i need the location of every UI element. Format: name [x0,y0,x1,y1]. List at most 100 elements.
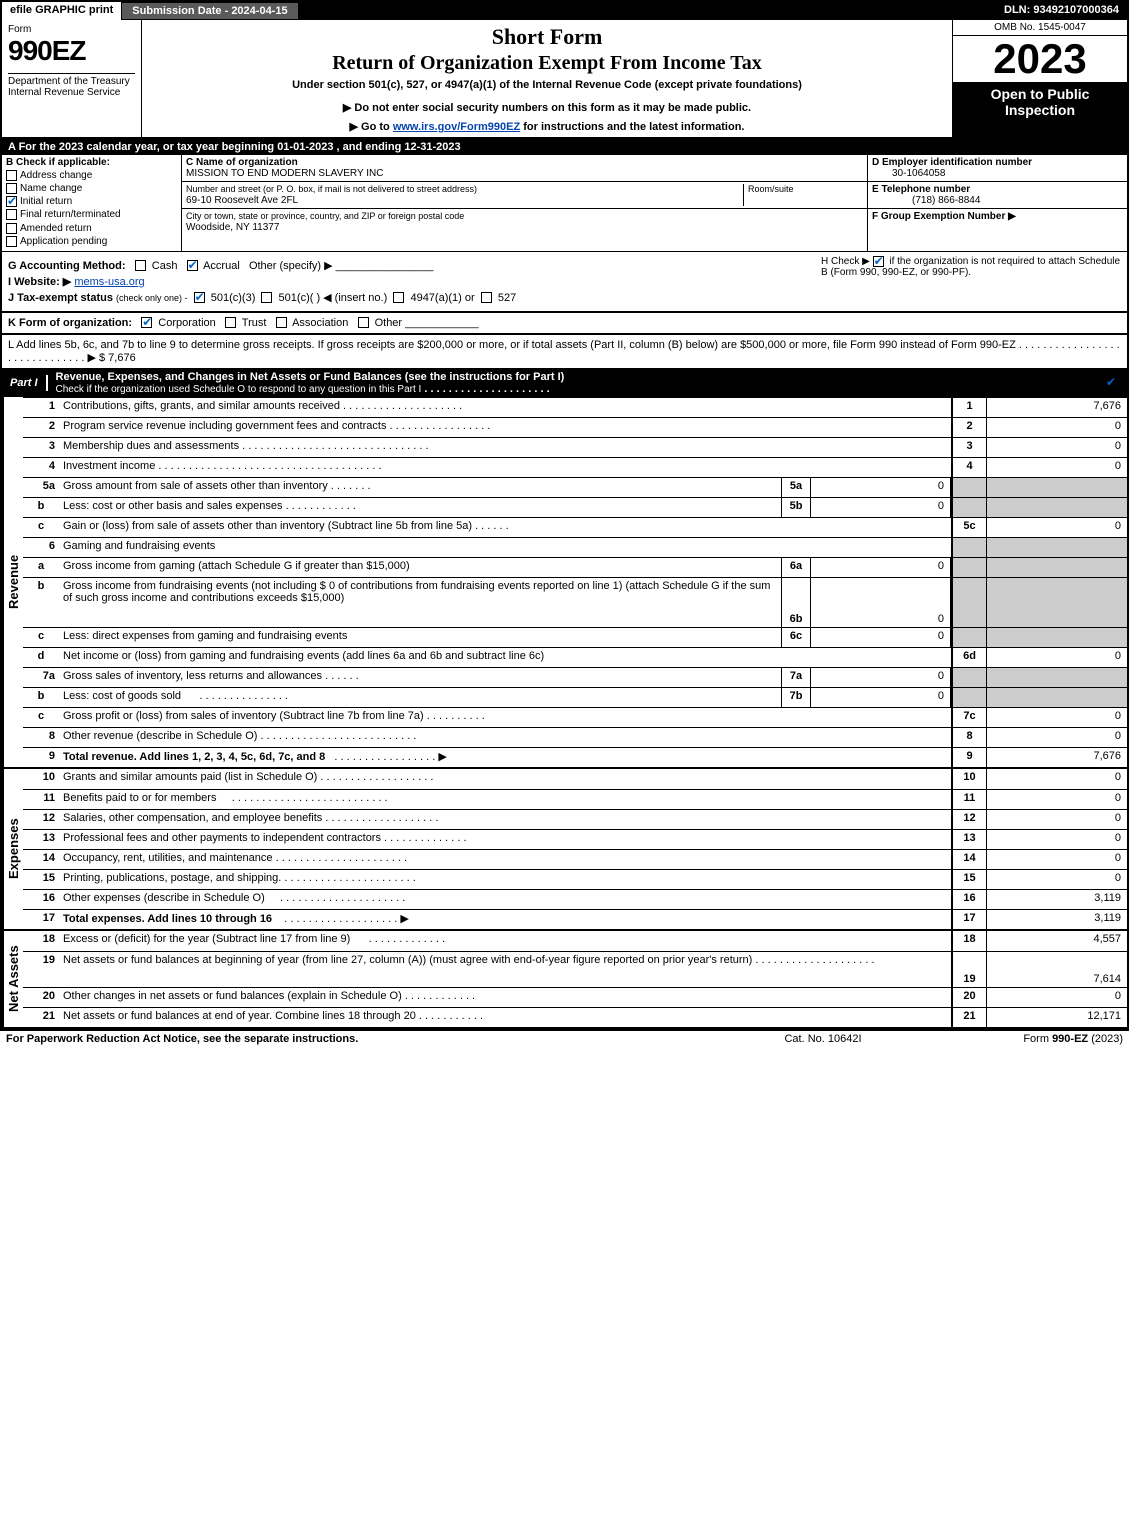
column-b: B Check if applicable: Address change Na… [2,155,182,251]
row-2: 2Program service revenue including gover… [23,417,1127,437]
goto-line: ▶ Go to www.irs.gov/Form990EZ for instru… [150,120,944,133]
row-7c: cGross profit or (loss) from sales of in… [23,707,1127,727]
page-footer: For Paperwork Reduction Act Notice, see … [0,1029,1129,1047]
cb-accrual[interactable] [187,260,198,271]
k-label: K Form of organization: [8,317,132,329]
box-e: E Telephone number (718) 866-8844 [868,182,1127,209]
inspection-badge: Open to Public Inspection [953,82,1127,137]
cb-amended-return[interactable]: Amended return [6,223,177,234]
row-6b: bGross income from fundraising events (n… [23,577,1127,627]
part-i-checkbox[interactable] [1097,377,1127,389]
line-j: J Tax-exempt status (check only one) - 5… [8,291,791,304]
cb-name-change[interactable]: Name change [6,183,177,194]
section-ghijkl: G Accounting Method: Cash Accrual Other … [2,252,1127,312]
part-i-label: Part I [2,375,48,391]
ssn-warning: ▶ Do not enter social security numbers o… [150,101,944,114]
header-mid: Short Form Return of Organization Exempt… [142,20,952,137]
cb-final-return[interactable]: Final return/terminated [6,209,177,220]
city-label: City or town, state or province, country… [186,211,464,221]
omb-number: OMB No. 1545-0047 [953,20,1127,36]
footer-left: For Paperwork Reduction Act Notice, see … [6,1033,723,1045]
c-name-label: C Name of organization [186,157,298,168]
irs-link[interactable]: www.irs.gov/Form990EZ [393,121,520,133]
row-3: 3Membership dues and assessments . . . .… [23,437,1127,457]
line-l: L Add lines 5b, 6c, and 7b to line 9 to … [2,334,1127,369]
cb-other-org[interactable] [358,317,369,328]
row-7a: 7aGross sales of inventory, less returns… [23,667,1127,687]
cb-501c[interactable] [261,292,272,303]
goto-prefix: ▶ Go to [350,121,393,133]
row-7b: bLess: cost of goods sold . . . . . . . … [23,687,1127,707]
submission-date: Submission Date - 2024-04-15 [121,2,298,20]
title-main: Return of Organization Exempt From Incom… [150,52,944,75]
line-k: K Form of organization: Corporation Trus… [2,312,1127,334]
efile-label[interactable]: efile GRAPHIC print [2,2,121,20]
form-header: Form 990EZ Department of the Treasury In… [2,20,1127,139]
g-label: G Accounting Method: [8,260,126,272]
line-i: I Website: ▶ mems-usa.org [8,275,791,288]
row-18: 18Excess or (deficit) for the year (Subt… [23,931,1127,951]
row-6c: cLess: direct expenses from gaming and f… [23,627,1127,647]
phone-value: (718) 866-8844 [872,195,980,206]
revenue-section: Revenue 1Contributions, gifts, grants, a… [2,397,1127,767]
form-number: 990EZ [8,35,135,67]
row-14: 14Occupancy, rent, utilities, and mainte… [23,849,1127,869]
cb-527[interactable] [481,292,492,303]
vtab-expenses: Expenses [2,769,23,929]
row-4: 4Investment income . . . . . . . . . . .… [23,457,1127,477]
org-address: 69-10 Roosevelt Ave 2FL [186,195,298,206]
row-6a: aGross income from gaming (attach Schedu… [23,557,1127,577]
room-label: Room/suite [748,184,794,194]
group-exemption-label: F Group Exemption Number ▶ [872,211,1016,222]
box-h: H Check ▶ if the organization is not req… [821,256,1121,307]
c-city-cell: City or town, state or province, country… [182,209,867,235]
line-g: G Accounting Method: Cash Accrual Other … [8,259,791,272]
title-short-form: Short Form [150,24,944,50]
row-21: 21Net assets or fund balances at end of … [23,1007,1127,1027]
row-20: 20Other changes in net assets or fund ba… [23,987,1127,1007]
footer-right: Form 990-EZ (2023) [923,1033,1123,1045]
cb-assoc[interactable] [276,317,287,328]
row-a: A For the 2023 calendar year, or tax yea… [2,139,1127,155]
phone-label: E Telephone number [872,184,970,195]
expenses-section: Expenses 10Grants and similar amounts pa… [2,767,1127,929]
part-i-bar: Part I Revenue, Expenses, and Changes in… [2,369,1127,397]
j-label: J Tax-exempt status [8,292,113,304]
addr-label: Number and street (or P. O. box, if mail… [186,184,477,194]
part-i-title: Revenue, Expenses, and Changes in Net As… [48,369,1097,397]
row-17: 17Total expenses. Add lines 10 through 1… [23,909,1127,929]
org-name: MISSION TO END MODERN SLAVERY INC [186,168,383,179]
row-1: 1Contributions, gifts, grants, and simil… [23,397,1127,417]
row-11: 11Benefits paid to or for members . . . … [23,789,1127,809]
cb-4947[interactable] [393,292,404,303]
vtab-revenue: Revenue [2,397,23,767]
cb-application-pending[interactable]: Application pending [6,236,177,247]
cb-initial-return[interactable]: Initial return [6,196,177,207]
form-word: Form [8,24,135,35]
column-def: D Employer identification number 30-1064… [867,155,1127,251]
section-bcdef: B Check if applicable: Address change Na… [2,155,1127,252]
website-link[interactable]: mems-usa.org [74,276,144,288]
row-13: 13Professional fees and other payments t… [23,829,1127,849]
box-d: D Employer identification number 30-1064… [868,155,1127,182]
row-9: 9Total revenue. Add lines 1, 2, 3, 4, 5c… [23,747,1127,767]
footer-mid: Cat. No. 10642I [723,1033,923,1045]
subtitle: Under section 501(c), 527, or 4947(a)(1)… [150,79,944,91]
cb-address-change[interactable]: Address change [6,170,177,181]
cb-corp[interactable] [141,317,152,328]
row-15: 15Printing, publications, postage, and s… [23,869,1127,889]
row-5a: 5aGross amount from sale of assets other… [23,477,1127,497]
department-label: Department of the Treasury Internal Reve… [8,73,135,98]
ein-label: D Employer identification number [872,157,1032,168]
header-left: Form 990EZ Department of the Treasury In… [2,20,142,137]
c-addr-cell: Number and street (or P. O. box, if mail… [182,182,867,209]
cb-cash[interactable] [135,260,146,271]
box-f: F Group Exemption Number ▶ [868,209,1127,224]
vtab-netassets: Net Assets [2,931,23,1027]
l-text: L Add lines 5b, 6c, and 7b to line 9 to … [8,339,1016,351]
cb-trust[interactable] [225,317,236,328]
row-10: 10Grants and similar amounts paid (list … [23,769,1127,789]
org-city: Woodside, NY 11377 [186,222,279,233]
cb-sched-b[interactable] [873,256,884,267]
cb-501c3[interactable] [194,292,205,303]
